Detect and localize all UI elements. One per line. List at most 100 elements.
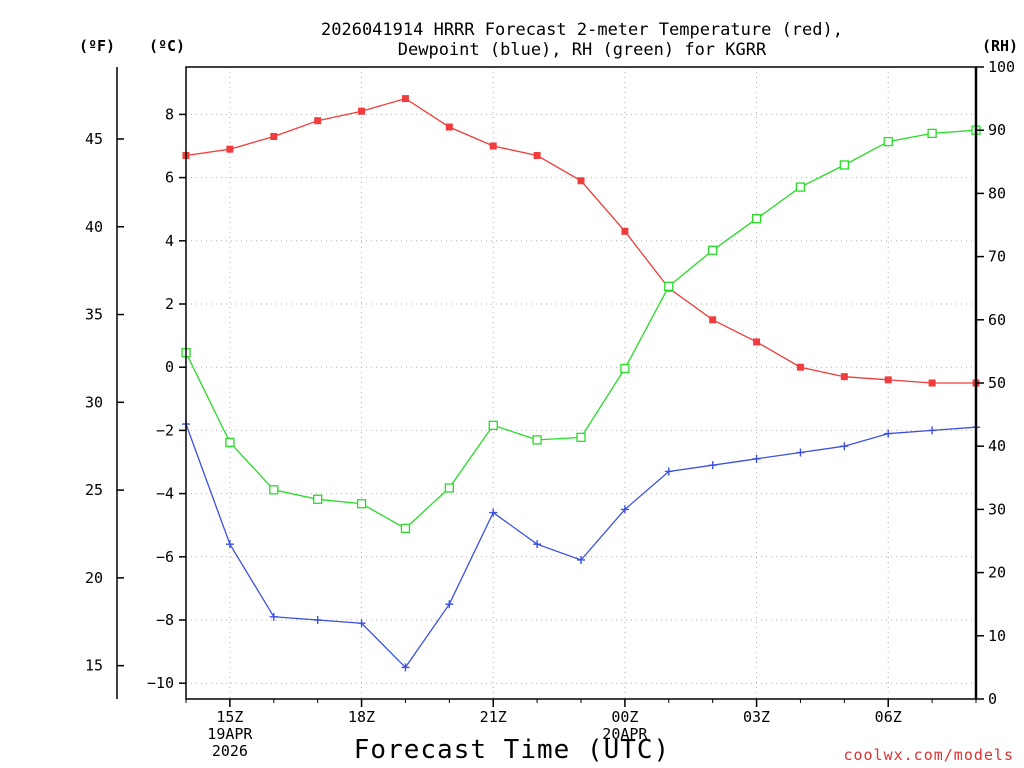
2-meter-temperature-point	[533, 151, 541, 159]
axis-ticks: −10 −8 −6 −4 −2 0 2 4 6 8 15 20 25 30 35 40 45 0 10 20 30 40 5…	[85, 58, 1015, 760]
2-meter-temperature-point	[709, 316, 717, 324]
fahrenheit-tick-label: 25	[85, 481, 103, 499]
celsius-tick-label: 0	[165, 358, 174, 376]
rh-point	[927, 128, 937, 139]
rh-tick-label: 60	[988, 311, 1006, 329]
fahrenheit-tick-label: 20	[85, 569, 103, 587]
dewpoint-point	[445, 600, 454, 609]
rh-point	[356, 499, 367, 509]
dewpoint-point	[796, 448, 805, 457]
2-meter-temperature-point	[621, 227, 629, 235]
x-tick-label: 19APR	[207, 725, 253, 743]
celsius-tick-label: 6	[165, 169, 174, 187]
2-meter-temperature-point	[358, 107, 366, 115]
rh-point	[795, 182, 806, 192]
fahrenheit-tick-label: 40	[85, 218, 103, 236]
x-tick-label: 18Z	[348, 708, 375, 726]
2-meter-temperature-point	[314, 117, 322, 125]
celsius-tick-label: −2	[156, 421, 174, 439]
fahrenheit-tick-label: 35	[85, 306, 103, 324]
dewpoint-point	[357, 619, 366, 628]
fahrenheit-tick-label: 30	[85, 393, 103, 411]
x-tick-label: 00Z	[611, 708, 638, 726]
rh-point	[883, 136, 893, 147]
celsius-tick-label: −8	[156, 611, 174, 629]
celsius-tick-label: 4	[165, 232, 174, 250]
dewpoint-point	[489, 508, 498, 517]
x-tick-label: 06Z	[875, 708, 902, 726]
credit-label: coolwx.com/models	[843, 746, 1014, 764]
fahrenheit-tick-label: 15	[85, 657, 103, 675]
x-tick-label: 20APR	[602, 725, 648, 743]
2-meter-temperature-point	[226, 145, 234, 153]
gridlines	[186, 67, 976, 699]
dewpoint-point	[840, 442, 849, 451]
rh-point	[620, 363, 630, 374]
dewpoint-point	[884, 429, 893, 438]
dewpoint-line	[185, 423, 977, 669]
2-meter-temperature-point	[489, 142, 497, 150]
2-meter-temperature-point	[270, 133, 278, 141]
rh-unit-label: (RH)	[982, 37, 1018, 55]
dewpoint-point	[401, 663, 410, 672]
celsius-tick-label: −6	[156, 548, 174, 566]
rh-point	[225, 437, 235, 448]
2-meter-temperature-point	[445, 123, 453, 131]
dewpoint-point	[928, 426, 937, 435]
dewpoint-point	[752, 454, 761, 463]
rh-point	[664, 281, 674, 291]
dewpoint-point	[708, 461, 717, 470]
rh-tick-label: 70	[988, 248, 1006, 266]
2-meter-temperature-point	[884, 376, 892, 384]
rh-point	[839, 160, 849, 170]
dewpoint-point	[225, 540, 234, 549]
chart-title-line-1: 2026041914 HRRR Forecast 2-meter Tempera…	[321, 20, 843, 40]
celsius-unit-label: (ºC)	[149, 37, 185, 55]
dewpoint-point	[269, 612, 278, 621]
celsius-tick-label: −4	[156, 485, 174, 503]
plot-frame	[185, 66, 977, 700]
2-meter-temperature-point	[840, 373, 848, 381]
rh-tick-label: 80	[988, 184, 1006, 202]
celsius-tick-label: 2	[165, 295, 174, 313]
2-meter-temperature-point	[401, 95, 409, 103]
rh-line	[185, 129, 977, 530]
celsius-tick-label: 8	[165, 105, 174, 123]
rh-tick-label: 0	[988, 690, 997, 708]
fahrenheit-unit-label: (ºF)	[79, 37, 115, 55]
fahrenheit-tick-label: 45	[85, 130, 103, 148]
rh-tick-label: 30	[988, 500, 1006, 518]
2-meter-temperature-point	[796, 363, 804, 371]
rh-point	[576, 432, 586, 443]
x-tick-label: 15Z	[216, 708, 243, 726]
2-meter-temperature-point	[753, 338, 761, 346]
rh-point	[269, 485, 279, 495]
x-tick-label: 03Z	[743, 708, 770, 726]
x-tick-label: 2026	[212, 742, 248, 760]
rh-tick-label: 20	[988, 564, 1006, 582]
rh-tick-label: 10	[988, 627, 1006, 645]
rh-tick-label: 50	[988, 374, 1006, 392]
rh-tick-label: 40	[988, 437, 1006, 455]
x-axis-title: Forecast Time (UTC)	[354, 735, 670, 765]
dewpoint-point	[533, 540, 542, 549]
rh-point	[488, 420, 498, 430]
rh-tick-label: 90	[988, 121, 1006, 139]
rh-point	[313, 494, 323, 504]
2-meter-temperature-point	[928, 379, 936, 387]
chart-title-line-2: Dewpoint (blue), RH (green) for KGRR	[398, 40, 767, 60]
dewpoint-point	[577, 555, 585, 564]
dewpoint-point	[620, 505, 629, 514]
rh-point	[751, 214, 762, 224]
rh-tick-label: 100	[988, 58, 1015, 76]
series-layer	[181, 95, 981, 672]
rh-point	[708, 245, 718, 255]
rh-point	[400, 523, 411, 534]
dewpoint-point	[664, 467, 673, 476]
rh-point	[444, 483, 454, 493]
2-meter-temperature-point	[577, 177, 585, 185]
rh-point	[532, 435, 542, 445]
dewpoint-point	[313, 616, 322, 624]
x-tick-label: 21Z	[480, 708, 507, 726]
